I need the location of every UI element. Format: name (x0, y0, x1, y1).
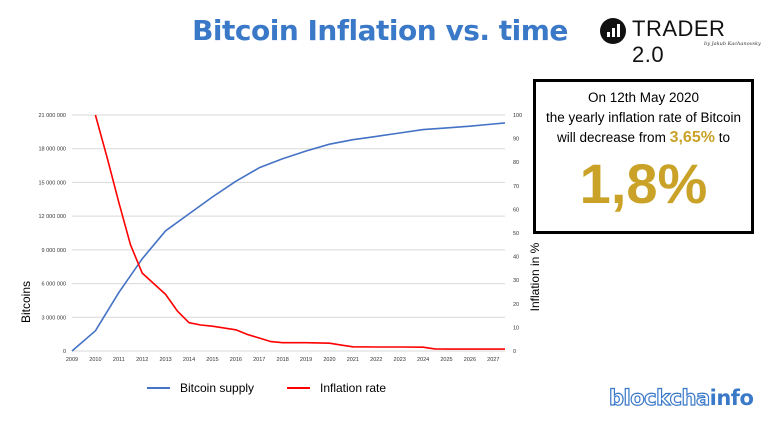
right-axis-label: Inflation in % (528, 242, 542, 311)
right-tick-label: 80 (513, 160, 519, 166)
brand-logo: TRADER 2.0 by Jakub Kachanovsky (600, 14, 761, 67)
left-tick-label: 15 000 000 (38, 180, 66, 186)
x-tick-label: 2017 (253, 357, 265, 363)
callout-line-subject: the yearly inflation rate of Bitcoin (545, 110, 742, 125)
x-tick-label: 2011 (113, 357, 125, 363)
x-tick-label: 2009 (66, 357, 78, 363)
callout-line-date: On 12th May 2020 (587, 90, 700, 105)
supply-series-line (71, 122, 506, 352)
x-axis-ticks: 2009 2010 2011 2012 2013 2014 2015 2016 2017 2018… (66, 357, 500, 363)
x-tick-label: 2019 (300, 357, 312, 363)
x-tick-label: 2026 (464, 357, 476, 363)
x-tick-label: 2027 (487, 357, 499, 363)
x-tick-label: 2021 (347, 357, 359, 363)
x-tick-label: 2010 (89, 357, 101, 363)
left-tick-label: 21 000 000 (38, 113, 66, 119)
chart-title: Bitcoin Inflation vs. time (192, 14, 568, 47)
right-tick-label: 40 (513, 255, 519, 261)
x-tick-label: 2023 (394, 357, 406, 363)
bar-chart-icon (600, 18, 626, 44)
x-tick-label: 2018 (277, 357, 289, 363)
callout-old-rate: 3,65% (669, 129, 715, 146)
left-tick-label: 3 000 000 (42, 315, 66, 321)
left-tick-label: 6 000 000 (42, 282, 66, 288)
x-tick-label: 2020 (323, 357, 335, 363)
legend: Bitcoin supply Inflation rate (147, 381, 386, 395)
right-tick-label: 100 (513, 113, 522, 119)
x-tick-label: 2014 (183, 357, 195, 363)
right-tick-label: 70 (513, 184, 519, 190)
brand-name: TRADER 2.0 (632, 16, 726, 67)
x-tick-label: 2012 (136, 357, 148, 363)
callout-box: On 12th May 2020 the yearly inflation ra… (533, 79, 754, 234)
callout-suffix: to (714, 130, 730, 145)
right-tick-label: 50 (513, 231, 519, 237)
inflation-chart: 0 3 000 000 6 000 000 9 000 000 12 000 000 15… (19, 113, 542, 395)
x-tick-label: 2024 (417, 357, 429, 363)
right-tick-label: 0 (513, 349, 516, 355)
callout-line-decrease: will decrease from 3,65% to (536, 128, 751, 148)
x-tick-label: 2013 (159, 357, 171, 363)
left-axis-ticks: 0 3 000 000 6 000 000 9 000 000 12 000 000 15… (38, 113, 66, 355)
left-axis-label: Bitcoins (19, 281, 33, 323)
callout-new-rate: 1,8% (579, 152, 708, 215)
brand-byline: by Jakub Kachanovsky (704, 41, 761, 47)
left-tick-label: 12 000 000 (38, 214, 66, 220)
left-tick-label: 9 000 000 (42, 248, 66, 254)
legend-label-supply: Bitcoin supply (180, 381, 254, 395)
x-tick-label: 2015 (206, 357, 218, 363)
right-tick-label: 30 (513, 278, 519, 284)
inflation-series-line (94, 114, 505, 350)
right-tick-label: 60 (513, 207, 519, 213)
x-tick-label: 2016 (230, 357, 242, 363)
right-tick-label: 20 (513, 302, 519, 308)
blockchainfo-logo: blockchainfo (608, 385, 754, 410)
logo-part-1: blockcha (608, 385, 710, 410)
x-tick-label: 2022 (370, 357, 382, 363)
left-tick-label: 0 (63, 349, 66, 355)
legend-label-inflation: Inflation rate (320, 381, 386, 395)
right-axis-ticks: 0 10 20 30 40 50 60 70 80 90 100 (513, 113, 522, 355)
left-tick-label: 18 000 000 (38, 147, 66, 153)
series-lines (71, 114, 506, 352)
callout-prefix: will decrease from (557, 130, 670, 145)
right-tick-label: 90 (513, 137, 519, 143)
chart-grid (72, 114, 505, 352)
logo-part-2: info (709, 386, 754, 410)
right-tick-label: 10 (513, 325, 519, 331)
x-tick-label: 2025 (440, 357, 452, 363)
